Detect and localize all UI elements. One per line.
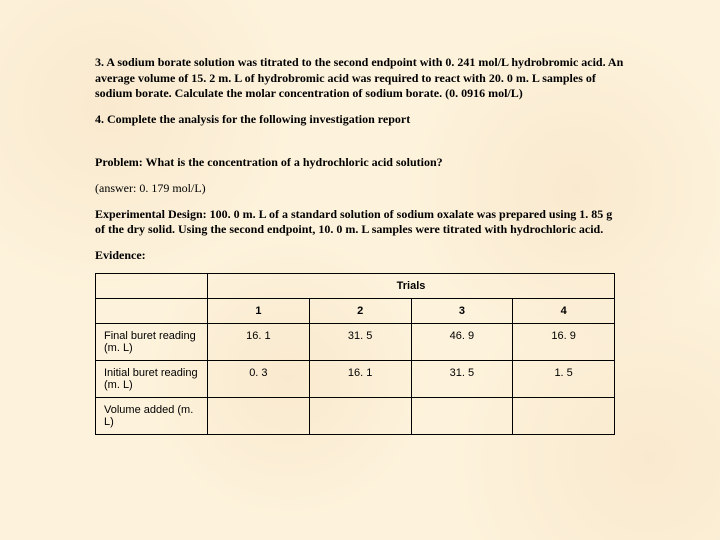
cell: 31. 5 — [309, 324, 411, 361]
col-1: 1 — [208, 299, 310, 324]
cell — [411, 398, 513, 435]
cell: 16. 1 — [309, 361, 411, 398]
table-row: Volume added (m. L) — [96, 398, 615, 435]
question-4: 4. Complete the analysis for the followi… — [95, 112, 625, 128]
cell: 16. 1 — [208, 324, 310, 361]
page-content: 3. A sodium borate solution was titrated… — [0, 0, 720, 435]
column-number-row: 1 2 3 4 — [96, 299, 615, 324]
cell: 31. 5 — [411, 361, 513, 398]
cell — [513, 398, 615, 435]
col-3: 3 — [411, 299, 513, 324]
cell — [309, 398, 411, 435]
cell: 46. 9 — [411, 324, 513, 361]
evidence-table: Trials 1 2 3 4 Final buret reading (m. L… — [95, 273, 615, 435]
design-line: Experimental Design: 100. 0 m. L of a st… — [95, 207, 625, 238]
blank-cell — [96, 299, 208, 324]
cell: 0. 3 — [208, 361, 310, 398]
blank-header — [96, 274, 208, 299]
trials-header-row: Trials — [96, 274, 615, 299]
trials-header: Trials — [208, 274, 615, 299]
row-label: Final buret reading (m. L) — [96, 324, 208, 361]
cell: 16. 9 — [513, 324, 615, 361]
col-4: 4 — [513, 299, 615, 324]
col-2: 2 — [309, 299, 411, 324]
problem-line: Problem: What is the concentration of a … — [95, 155, 625, 171]
answer-line: (answer: 0. 179 mol/L) — [95, 181, 625, 197]
row-label: Initial buret reading (m. L) — [96, 361, 208, 398]
evidence-label: Evidence: — [95, 248, 625, 264]
table-row: Final buret reading (m. L) 16. 1 31. 5 4… — [96, 324, 615, 361]
cell — [208, 398, 310, 435]
cell: 1. 5 — [513, 361, 615, 398]
question-3: 3. A sodium borate solution was titrated… — [95, 55, 625, 102]
row-label: Volume added (m. L) — [96, 398, 208, 435]
table-row: Initial buret reading (m. L) 0. 3 16. 1 … — [96, 361, 615, 398]
